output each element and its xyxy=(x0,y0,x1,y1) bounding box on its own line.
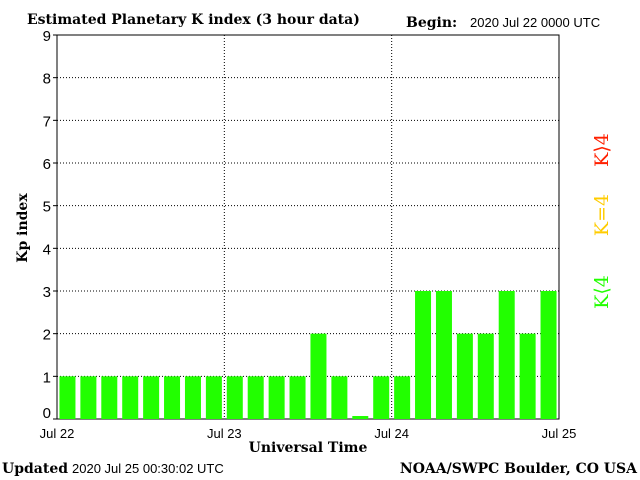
y-tick-labels: 0 1 2 3 4 5 6 7 8 9 xyxy=(43,28,51,422)
begin-label: Begin: xyxy=(406,15,457,31)
begin-value: 2020 Jul 22 0000 UTC xyxy=(470,15,600,30)
kp-bar xyxy=(477,333,494,419)
kp-bar xyxy=(352,416,369,419)
x-tick-label: Jul 24 xyxy=(374,426,409,441)
x-axis-label: Universal Time xyxy=(249,440,368,456)
kp-bar xyxy=(498,291,515,419)
kp-bar xyxy=(394,376,411,419)
x-tick-label: Jul 22 xyxy=(40,426,75,441)
kp-bar xyxy=(415,291,432,419)
kp-bar xyxy=(540,291,557,419)
source-credit: NOAA/SWPC Boulder, CO USA xyxy=(400,461,638,477)
kp-bar xyxy=(226,376,243,419)
kp-bar xyxy=(289,376,306,419)
kp-bar xyxy=(310,333,327,419)
kp-bar xyxy=(268,376,285,419)
kp-bar xyxy=(164,376,181,419)
y-axis-label: Kp index xyxy=(15,193,31,263)
legend-k-less-than-4: K⟨4 xyxy=(591,275,613,309)
x-tick-label: Jul 25 xyxy=(542,426,577,441)
grid-lines xyxy=(53,34,559,420)
updated-label: Updated xyxy=(2,461,68,477)
updated-value: 2020 Jul 25 00:30:02 UTC xyxy=(72,461,224,476)
kp-bar xyxy=(373,376,390,419)
x-tick-label: Jul 23 xyxy=(207,426,242,441)
chart-title: Estimated Planetary K index (3 hour data… xyxy=(27,12,360,28)
y-tick-label: 4 xyxy=(43,241,51,258)
kp-bar xyxy=(331,376,348,419)
kp-bar xyxy=(435,291,452,419)
plot-frame xyxy=(56,34,560,420)
kp-bar xyxy=(122,376,139,419)
y-tick-label: 9 xyxy=(43,28,51,45)
kp-bar xyxy=(80,376,97,419)
y-tick-label: 7 xyxy=(43,113,51,130)
y-tick-label: 3 xyxy=(43,284,51,301)
kp-bar xyxy=(184,376,201,419)
kp-bar xyxy=(101,376,118,419)
legend-k-greater-than-4: K⟩4 xyxy=(591,133,613,167)
kp-bar xyxy=(519,333,536,419)
kp-bar xyxy=(456,333,473,419)
kp-bar xyxy=(205,376,222,419)
kp-bar xyxy=(247,376,264,419)
legend-k-equals-4: K=4 xyxy=(591,194,613,236)
y-tick-label: 2 xyxy=(43,327,51,344)
y-tick-label: 8 xyxy=(43,71,51,88)
x-tick-labels: Jul 22 Jul 23 Jul 24 Jul 25 xyxy=(40,426,577,441)
y-tick-label: 5 xyxy=(43,199,51,216)
kp-bar xyxy=(143,376,160,419)
y-tick-label: 6 xyxy=(43,156,51,173)
kp-bar xyxy=(59,376,76,419)
y-tick-label: 1 xyxy=(43,369,51,386)
y-tick-label: 0 xyxy=(43,405,51,422)
bars-group xyxy=(59,291,557,419)
